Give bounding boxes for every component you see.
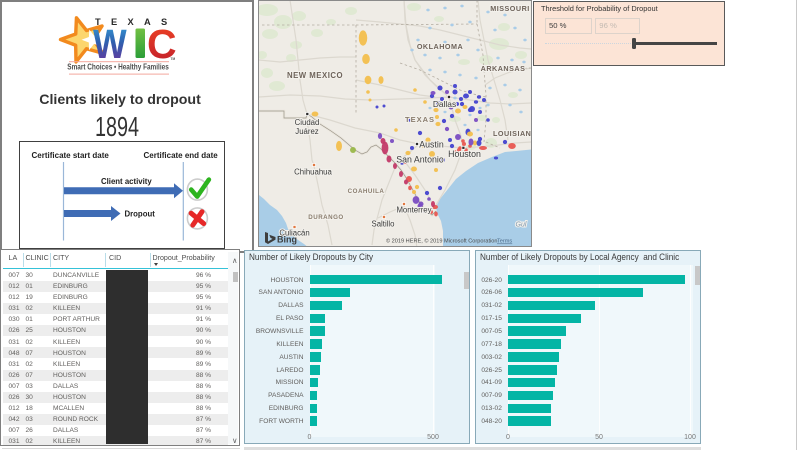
svg-text:LOUISIANA: LOUISIANA — [493, 129, 531, 138]
svg-text:Ciudad: Ciudad — [295, 118, 320, 127]
svg-text:Monterrey: Monterrey — [396, 206, 431, 215]
svg-text:© 2019 HERE, © 2019 Microsoft: © 2019 HERE, © 2019 Microsoft Corporatio… — [386, 238, 497, 245]
svg-text:ARKANSAS: ARKANSAS — [481, 64, 526, 73]
svg-text:NEW MEXICO: NEW MEXICO — [287, 71, 343, 80]
svg-text:Chihuahua: Chihuahua — [294, 168, 332, 177]
svg-text:W: W — [93, 22, 127, 68]
svg-text:Austin: Austin — [419, 140, 444, 150]
svg-text:Certificate start date: Certificate start date — [32, 151, 110, 160]
svg-text:Gul: Gul — [516, 222, 527, 229]
svg-text:Saltillo: Saltillo — [372, 220, 396, 229]
svg-text:C: C — [147, 21, 177, 67]
svg-text:Dropout: Dropout — [125, 209, 156, 218]
svg-text:San Antonio: San Antonio — [396, 155, 444, 165]
svg-text:OKLAHOMA: OKLAHOMA — [417, 42, 463, 51]
svg-text:Culiacán: Culiacán — [279, 229, 309, 238]
svg-text:Smart Choices • Healthy Famili: Smart Choices • Healthy Families — [67, 62, 168, 72]
svg-text:MISSOURI: MISSOURI — [490, 4, 530, 13]
svg-text:TEXAS: TEXAS — [95, 17, 178, 27]
svg-text:Terms: Terms — [497, 239, 512, 245]
svg-text:Certificate end date: Certificate end date — [144, 151, 219, 160]
svg-text:DURANGO: DURANGO — [308, 214, 343, 221]
svg-text:TEXAS: TEXAS — [405, 115, 435, 124]
svg-text:Houston: Houston — [448, 149, 481, 159]
svg-text:COAHUILA: COAHUILA — [348, 188, 385, 195]
svg-text:Dallas: Dallas — [433, 99, 456, 109]
svg-text:Client activity: Client activity — [101, 177, 152, 186]
svg-text:TM: TM — [171, 57, 176, 61]
svg-text:Juárez: Juárez — [295, 127, 319, 136]
svg-text:Bing: Bing — [277, 235, 297, 245]
